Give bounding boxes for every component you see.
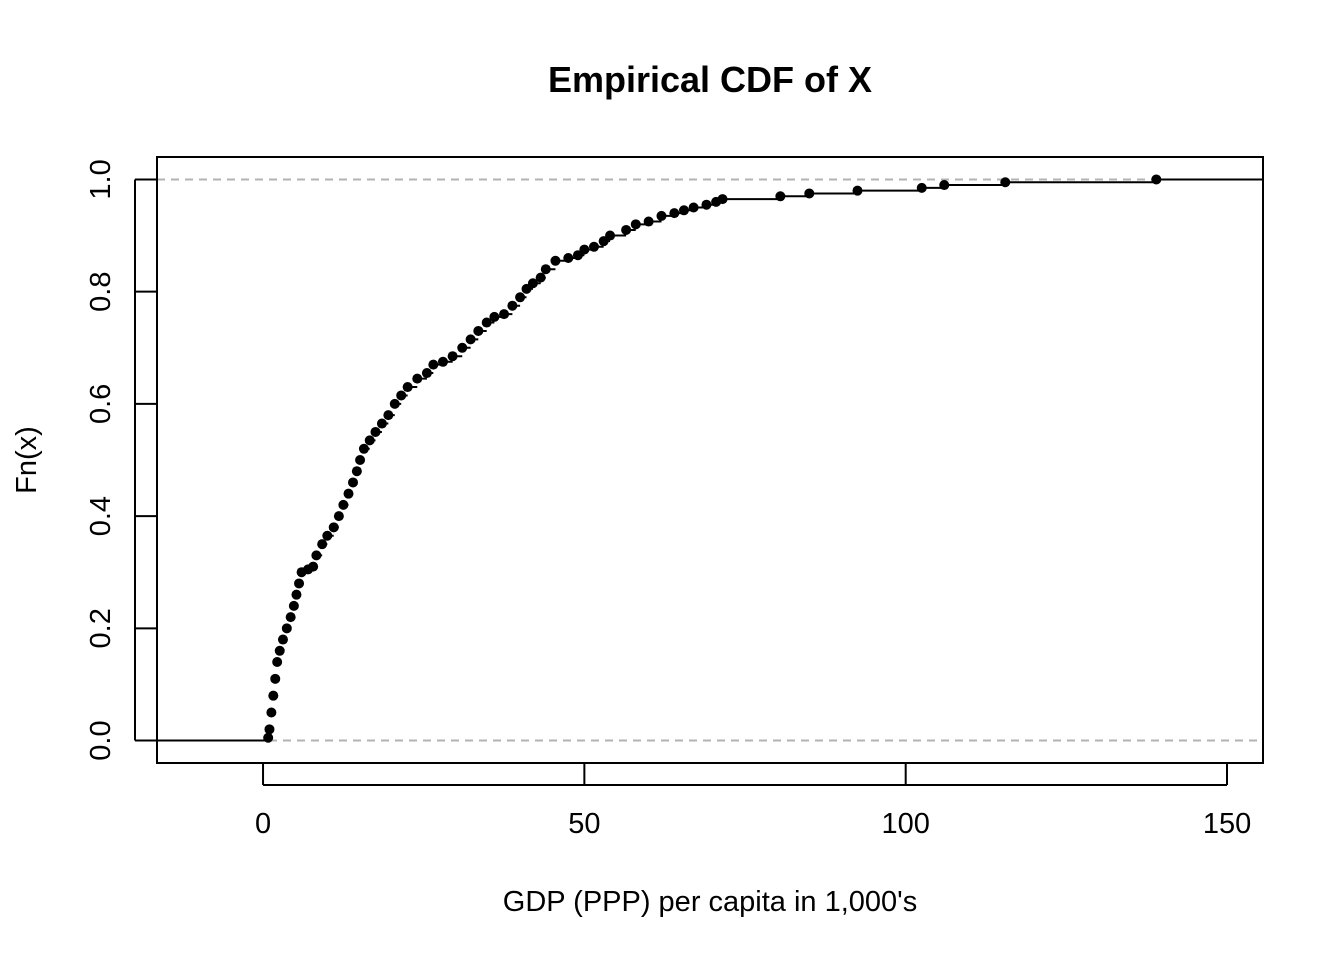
data-point xyxy=(579,244,590,255)
data-point xyxy=(621,224,632,235)
data-point xyxy=(396,390,407,401)
data-point xyxy=(489,311,500,322)
x-tick-label: 100 xyxy=(881,808,929,840)
data-point xyxy=(643,216,654,227)
data-point xyxy=(264,724,275,735)
data-point xyxy=(322,530,333,541)
step-path xyxy=(157,178,1263,742)
data-point xyxy=(268,690,279,701)
data-point xyxy=(272,657,283,667)
data-point xyxy=(473,325,484,336)
data-point xyxy=(281,623,292,634)
data-point xyxy=(507,300,518,311)
data-point xyxy=(389,398,400,409)
y-tick-label: 0.8 xyxy=(85,272,117,312)
y-tick-label: 0.6 xyxy=(85,384,117,424)
data-point xyxy=(481,317,492,328)
data-point xyxy=(376,418,387,429)
data-point xyxy=(308,561,319,572)
data-point xyxy=(852,185,863,196)
data-point xyxy=(343,488,354,499)
data-point xyxy=(263,732,274,743)
data-point xyxy=(939,180,950,191)
data-point xyxy=(270,673,281,684)
data-point xyxy=(370,426,381,437)
y-axis-label: Fn(x) xyxy=(11,426,43,494)
data-point xyxy=(333,511,344,522)
data-point xyxy=(550,255,561,266)
data-point xyxy=(916,182,927,193)
data-point xyxy=(351,466,362,477)
data-point xyxy=(274,645,285,656)
data-point xyxy=(447,351,458,362)
data-point xyxy=(521,283,532,294)
data-point xyxy=(563,253,574,263)
data-point xyxy=(428,359,439,370)
data-point xyxy=(572,250,583,261)
data-point xyxy=(701,199,712,210)
x-axis: 0 50 100 150 xyxy=(255,763,1251,840)
data-point xyxy=(288,600,299,611)
data-point xyxy=(355,455,366,465)
x-tick-label: 50 xyxy=(568,808,600,840)
data-point xyxy=(775,191,786,202)
data-point xyxy=(348,477,359,488)
data-point xyxy=(1000,177,1011,188)
data-point xyxy=(630,219,641,230)
data-point xyxy=(656,210,667,221)
data-point xyxy=(266,707,277,718)
y-tick-label: 0.2 xyxy=(85,608,117,648)
y-axis: 0.0 0.2 0.4 0.6 0.8 1.0 xyxy=(85,159,157,761)
data-point xyxy=(465,334,476,345)
y-tick-label: 0.4 xyxy=(85,496,117,536)
data-point xyxy=(383,410,394,421)
data-point xyxy=(437,356,448,367)
y-tick-label: 1.0 xyxy=(85,159,117,199)
data-point xyxy=(317,539,328,550)
x-axis-label: GDP (PPP) per capita in 1,000's xyxy=(503,886,917,918)
x-tick-label: 0 xyxy=(255,808,271,840)
data-points xyxy=(263,174,1162,743)
data-point xyxy=(688,202,699,213)
data-point xyxy=(285,612,296,623)
data-point xyxy=(589,241,600,252)
data-point xyxy=(457,342,468,353)
data-point xyxy=(291,589,302,600)
data-point xyxy=(338,499,349,510)
data-point xyxy=(311,550,322,561)
chart-title: Empirical CDF of X xyxy=(548,59,872,100)
data-point xyxy=(402,382,413,393)
data-point xyxy=(527,278,538,289)
data-point xyxy=(412,373,423,384)
data-point xyxy=(535,272,546,283)
data-point xyxy=(364,435,375,446)
data-point xyxy=(421,368,432,379)
data-point xyxy=(277,634,288,645)
data-point xyxy=(515,292,526,303)
ecdf-step-line xyxy=(157,178,1263,742)
data-point xyxy=(804,188,815,199)
data-point xyxy=(499,309,510,320)
reference-lines xyxy=(157,178,1263,742)
data-point xyxy=(605,230,616,241)
plot-frame xyxy=(156,156,1264,764)
y-tick-label: 0.0 xyxy=(85,720,117,760)
data-point xyxy=(678,205,689,216)
data-point xyxy=(669,208,680,219)
x-tick-label: 150 xyxy=(1203,808,1251,840)
data-point xyxy=(1151,174,1162,185)
data-point xyxy=(540,264,551,275)
data-point xyxy=(358,443,369,454)
data-point xyxy=(294,578,305,589)
data-point xyxy=(717,194,728,205)
data-point xyxy=(328,522,339,533)
data-point xyxy=(598,236,609,247)
